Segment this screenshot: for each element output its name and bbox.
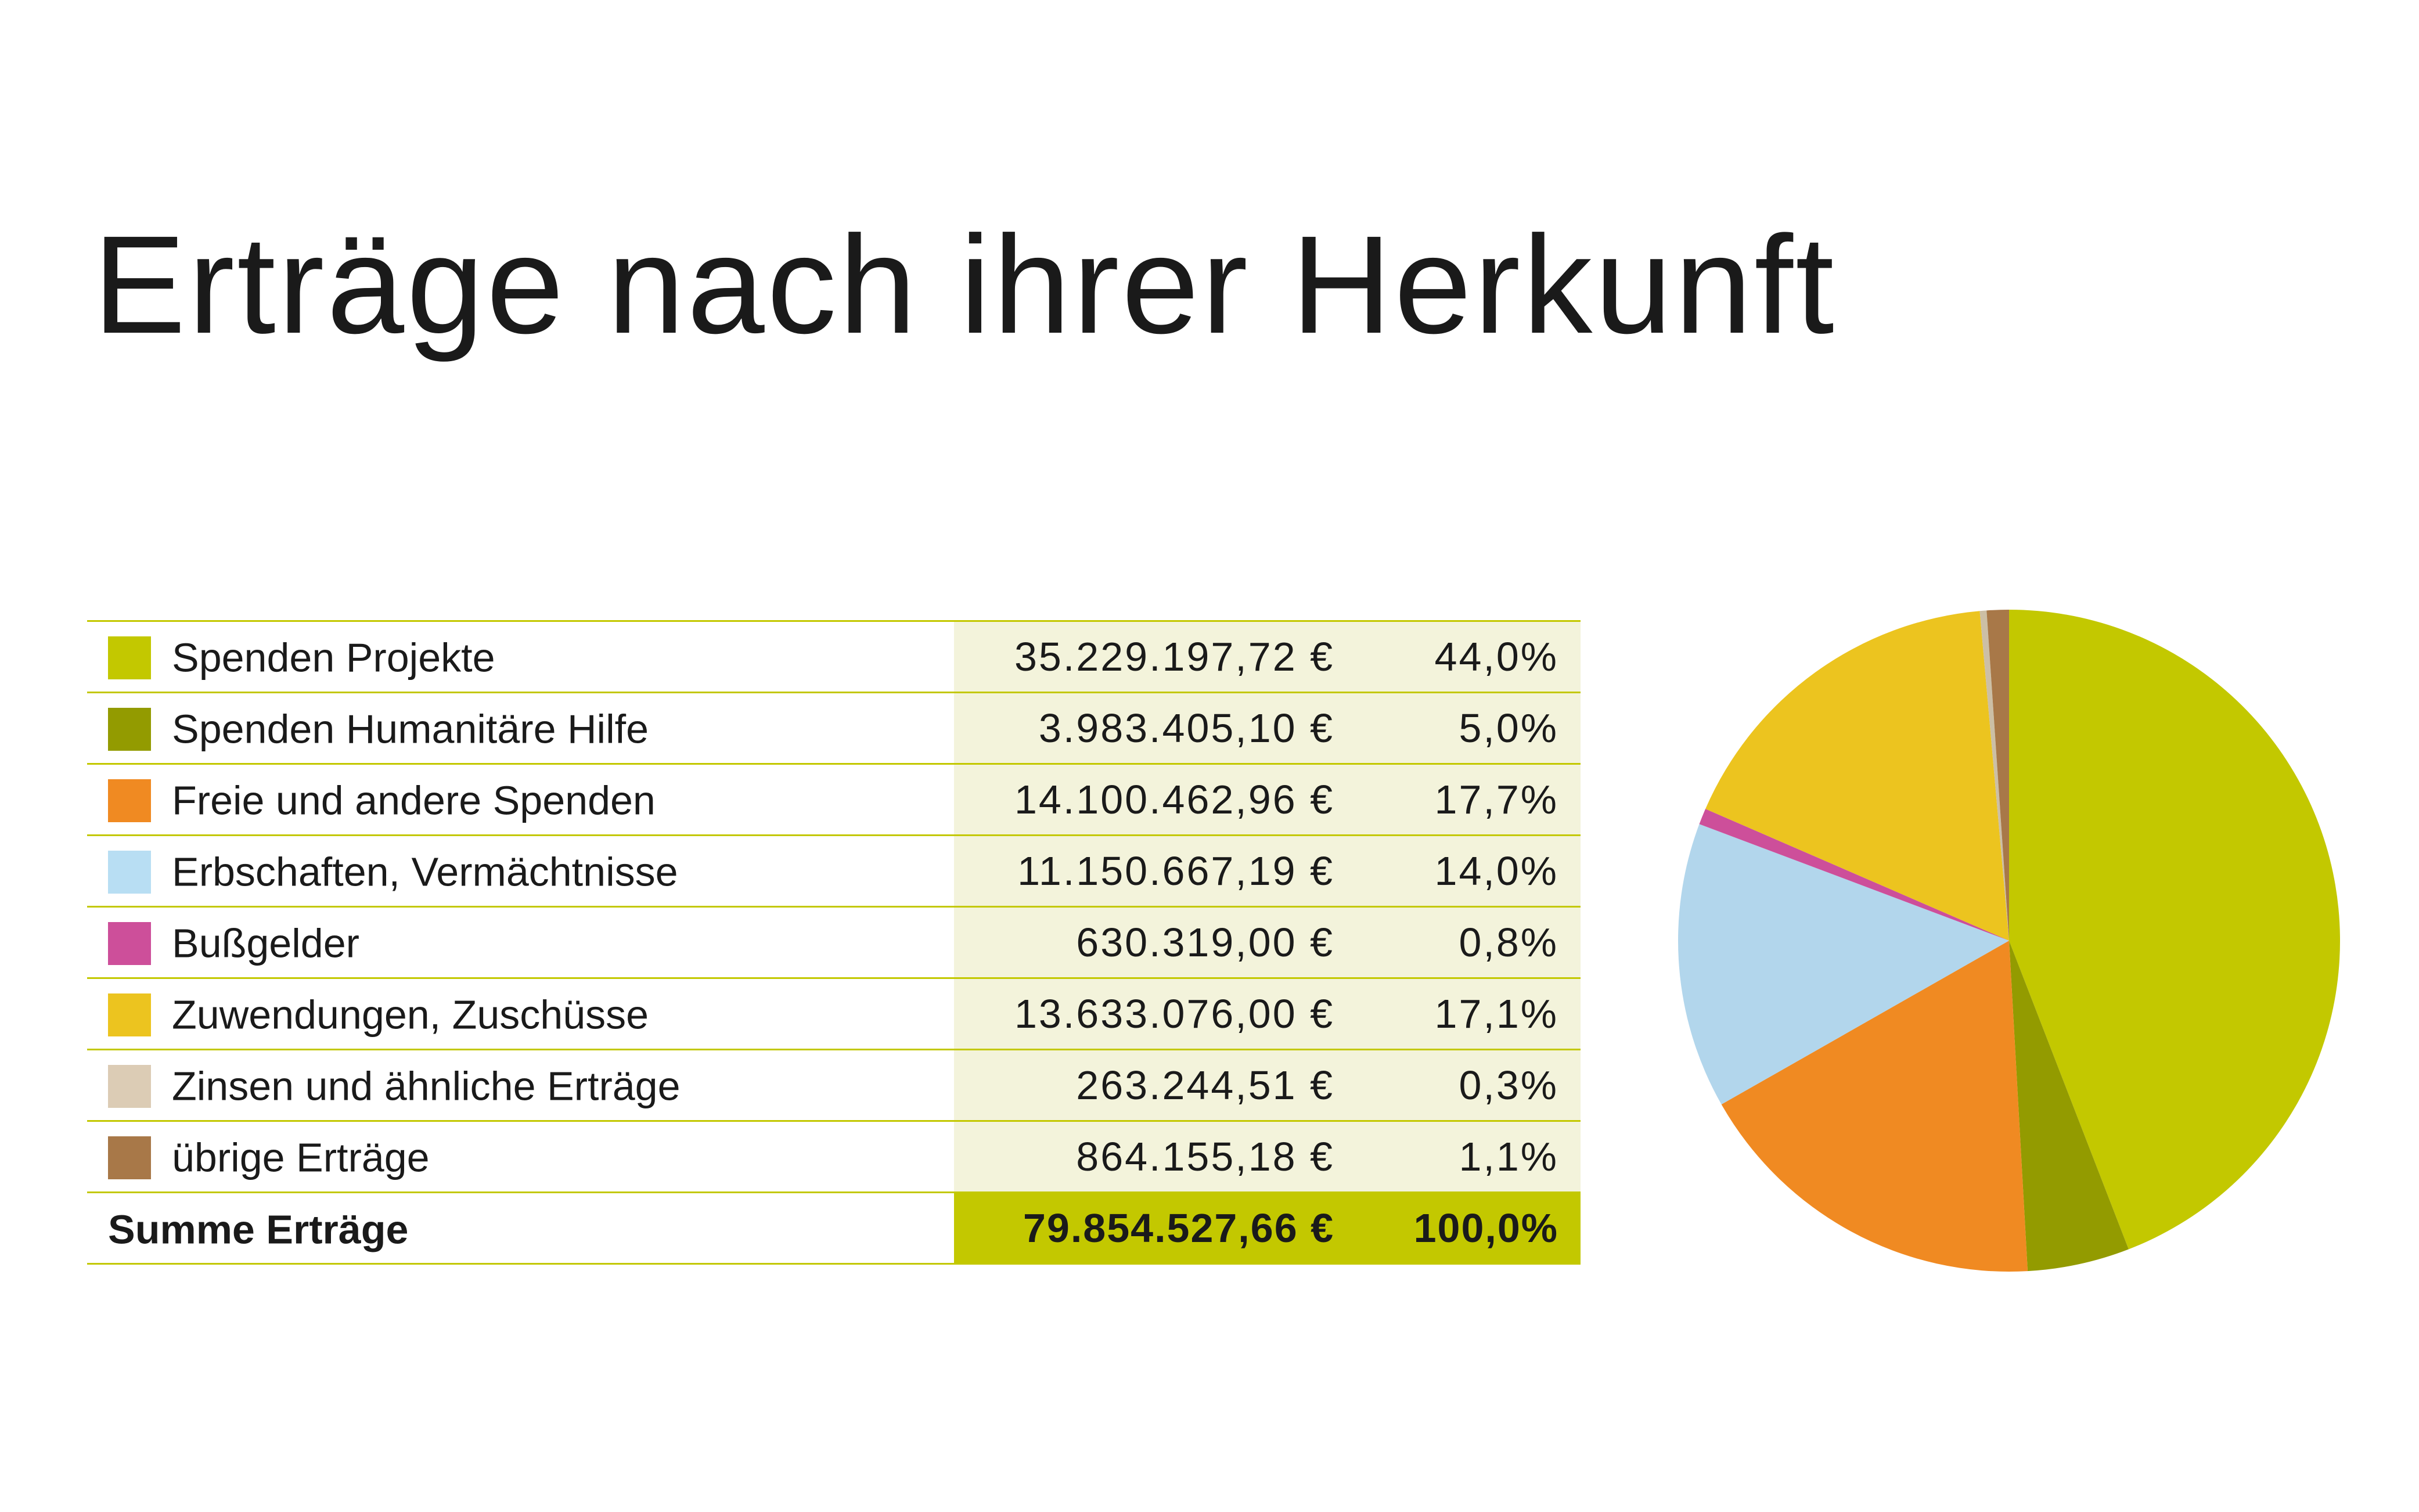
legend-swatch	[108, 707, 151, 751]
row-percent: 17,7%	[1348, 763, 1581, 836]
row-percent: 17,1%	[1348, 977, 1581, 1050]
row-label-cell: Freie und andere Spenden	[87, 763, 949, 836]
row-percent: 14,0%	[1348, 834, 1581, 907]
row-label: Freie und andere Spenden	[172, 777, 656, 823]
pie-slice-8	[1986, 610, 2009, 941]
legend-swatch	[108, 1064, 151, 1108]
row-label: Spenden Projekte	[172, 635, 495, 681]
revenue-table: Spenden Projekte 35.229.197,72 € 44,0% S…	[87, 620, 1581, 1265]
pie-slice-4	[1678, 824, 2009, 1105]
table-row: Freie und andere Spenden 14.100.462,96 €…	[87, 763, 1581, 836]
row-amount: 11.150.667,19 €	[954, 834, 1348, 907]
table-row: übrige Erträge 864.155,18 € 1,1%	[87, 1120, 1581, 1193]
legend-swatch	[108, 779, 151, 822]
table-row: Spenden Humanitäre Hilfe 3.983.405,10 € …	[87, 692, 1581, 764]
row-label: Erbschaften, Vermächtnisse	[172, 849, 678, 895]
row-label-cell: übrige Erträge	[87, 1120, 949, 1193]
row-label: Spenden Humanitäre Hilfe	[172, 706, 649, 752]
pie-slice-7	[1979, 610, 2009, 941]
row-amount: 263.244,51 €	[954, 1049, 1348, 1121]
pie-slice-1	[2009, 610, 2341, 1250]
row-label: übrige Erträge	[172, 1135, 430, 1180]
row-amount: 864.155,18 €	[954, 1120, 1348, 1193]
row-label-cell: Bußgelder	[87, 906, 949, 978]
row-percent: 0,8%	[1348, 906, 1581, 978]
legend-swatch	[108, 636, 151, 679]
row-amount: 35.229.197,72 €	[954, 620, 1348, 693]
pie-chart	[1672, 604, 2346, 1277]
total-label-cell: Summe Erträge	[87, 1191, 949, 1265]
legend-swatch	[108, 850, 151, 894]
row-amount: 630.319,00 €	[954, 906, 1348, 978]
row-percent: 0,3%	[1348, 1049, 1581, 1121]
row-label-cell: Zinsen und ähnliche Erträge	[87, 1049, 949, 1121]
row-percent: 1,1%	[1348, 1120, 1581, 1193]
row-percent: 44,0%	[1348, 620, 1581, 693]
row-label: Zinsen und ähnliche Erträge	[172, 1063, 681, 1109]
legend-swatch	[108, 993, 151, 1036]
row-amount: 3.983.405,10 €	[954, 692, 1348, 764]
row-amount: 13.633.076,00 €	[954, 977, 1348, 1050]
row-label-cell: Erbschaften, Vermächtnisse	[87, 834, 949, 907]
table-row: Zuwendungen, Zuschüsse 13.633.076,00 € 1…	[87, 977, 1581, 1050]
row-label: Zuwendungen, Zuschüsse	[172, 992, 649, 1038]
legend-swatch	[108, 921, 151, 965]
row-label-cell: Spenden Projekte	[87, 620, 949, 693]
total-label: Summe Erträge	[108, 1207, 409, 1252]
page-title: Erträge nach ihrer Herkunft	[93, 207, 1837, 362]
row-percent: 5,0%	[1348, 692, 1581, 764]
row-label: Bußgelder	[172, 920, 359, 966]
table-row: Zinsen und ähnliche Erträge 263.244,51 €…	[87, 1049, 1581, 1121]
row-amount: 14.100.462,96 €	[954, 763, 1348, 836]
pie-slice-6	[1705, 611, 2009, 941]
row-label-cell: Zuwendungen, Zuschüsse	[87, 977, 949, 1050]
legend-swatch	[108, 1136, 151, 1179]
table-row: Erbschaften, Vermächtnisse 11.150.667,19…	[87, 834, 1581, 907]
total-row: Summe Erträge 79.854.527,66 € 100,0%	[87, 1191, 1581, 1265]
row-label-cell: Spenden Humanitäre Hilfe	[87, 692, 949, 764]
table-row: Spenden Projekte 35.229.197,72 € 44,0%	[87, 620, 1581, 693]
pie-chart-svg	[1678, 610, 2341, 1272]
total-amount: 79.854.527,66 €	[954, 1191, 1348, 1265]
pie-slice-2	[2009, 941, 2129, 1272]
pie-slice-5	[1699, 809, 2009, 941]
table-row: Bußgelder 630.319,00 € 0,8%	[87, 906, 1581, 978]
pie-slice-3	[1721, 941, 2028, 1272]
total-percent: 100,0%	[1348, 1191, 1581, 1265]
